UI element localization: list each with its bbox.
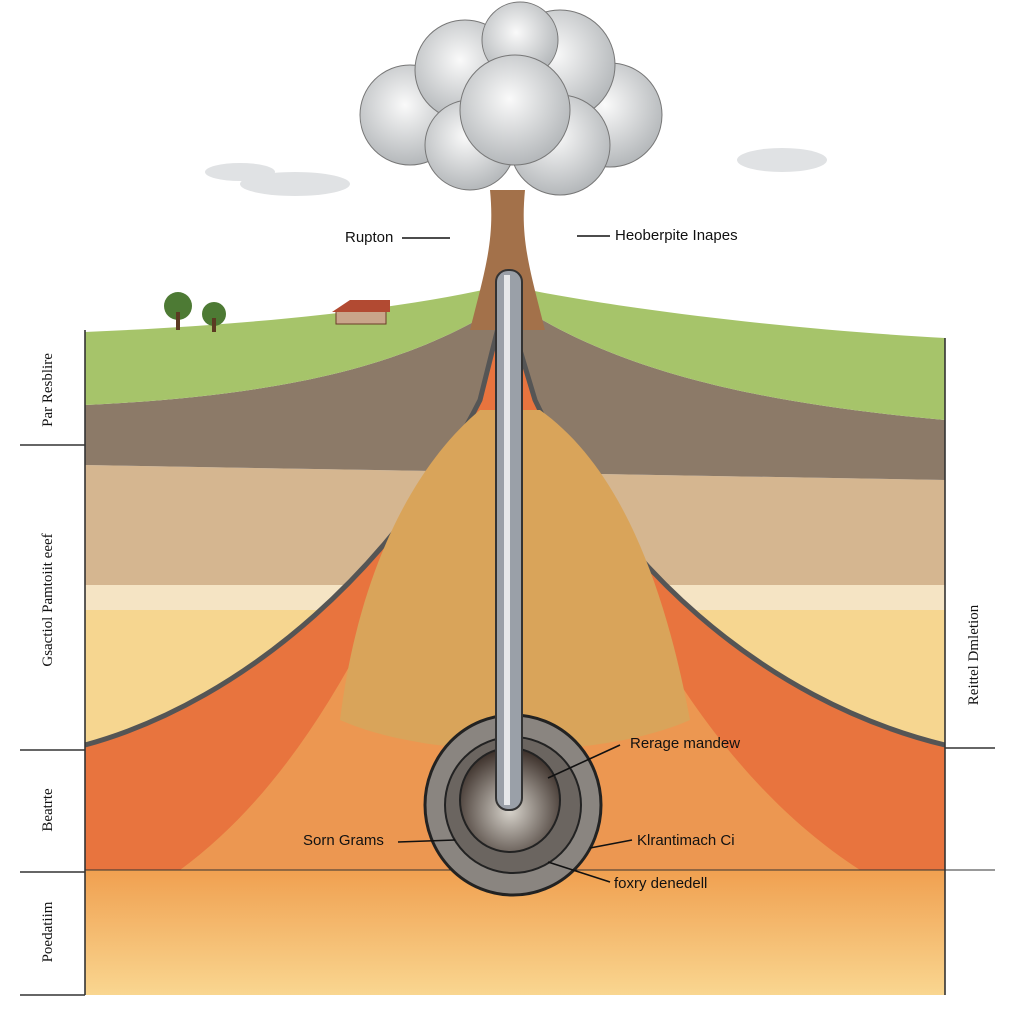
side-label: Reittel Dmletion bbox=[966, 604, 982, 705]
side-label: Par Resblire bbox=[40, 353, 56, 427]
callout: Rerage mandew bbox=[630, 735, 740, 752]
side-label: Poedatiim bbox=[40, 901, 56, 962]
callout: Rupton bbox=[345, 229, 393, 246]
callout: foxry denedell bbox=[614, 875, 707, 892]
arrows bbox=[20, 235, 995, 996]
callout: Heoberpite Inapes bbox=[615, 227, 738, 244]
side-label: Beatrte bbox=[40, 788, 56, 832]
callout: Klrantimach Ci bbox=[637, 832, 735, 849]
scenery bbox=[164, 1, 827, 332]
conduit bbox=[423, 269, 603, 897]
callout: Sorn Grams bbox=[303, 832, 384, 849]
side-label: Gsactiol Pamtoiit eeef bbox=[40, 533, 56, 666]
